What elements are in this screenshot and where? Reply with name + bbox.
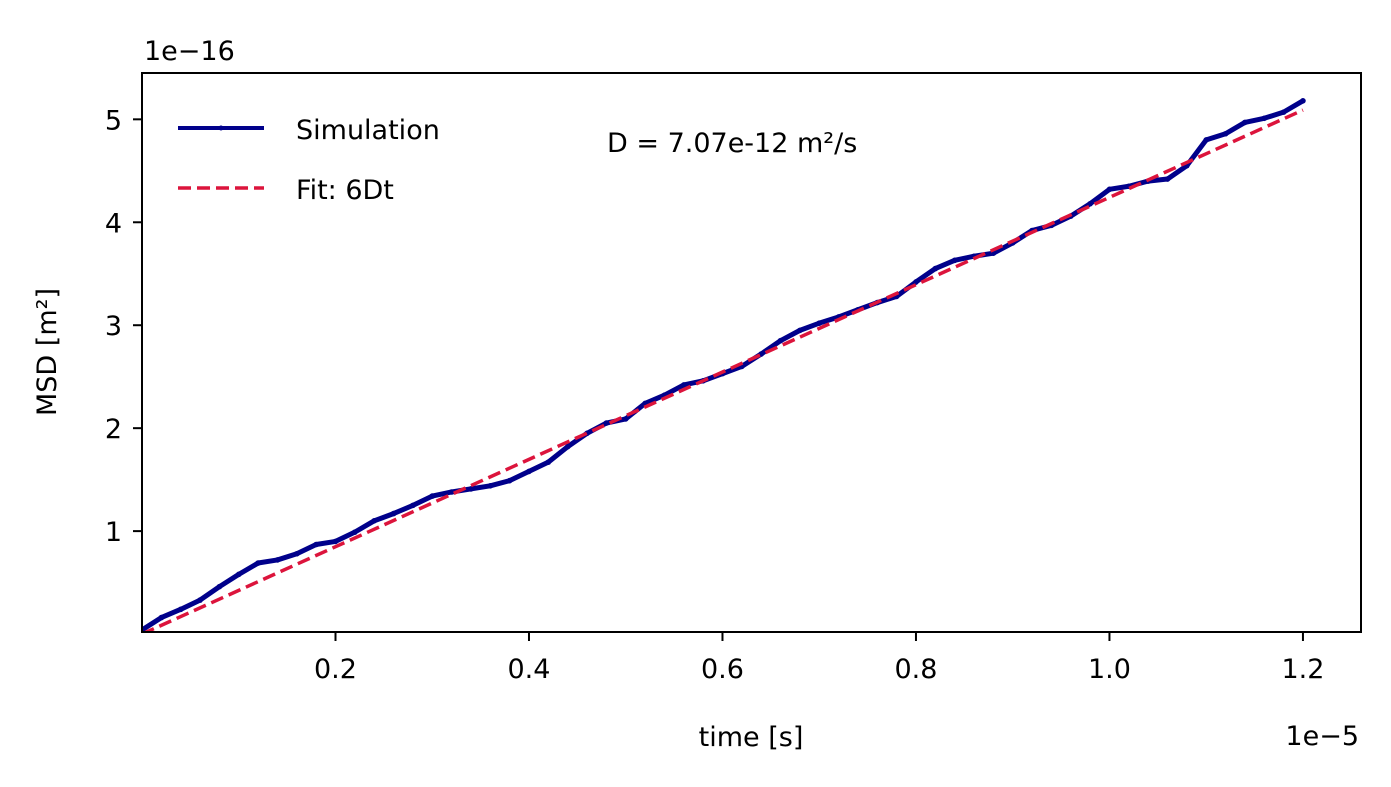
simulation-point xyxy=(352,529,358,535)
axes-frame xyxy=(141,72,1362,633)
x-axis-label: time [s] xyxy=(699,722,804,753)
simulation-point xyxy=(1222,130,1229,137)
x-offset-label: 1e−5 xyxy=(1285,721,1359,752)
simulation-point xyxy=(274,557,281,563)
y-axis-label: MSD [m²] xyxy=(32,288,63,416)
fit-line xyxy=(142,108,1304,632)
simulation-point xyxy=(255,560,261,566)
simulation-point xyxy=(913,279,919,285)
y-tick-label: 4 xyxy=(105,208,122,239)
simulation-point xyxy=(1242,119,1248,126)
simulation-point xyxy=(777,337,784,344)
simulation-point xyxy=(1164,176,1171,182)
diffusion-annotation: D = 7.07e-12 m²/s xyxy=(607,128,857,159)
simulation-point xyxy=(1261,115,1268,122)
simulation-point xyxy=(235,571,242,578)
simulation-point xyxy=(158,614,165,621)
simulation-point xyxy=(1106,186,1113,193)
x-tick-label: 0.2 xyxy=(314,654,357,685)
simulation-point xyxy=(448,489,455,495)
simulation-point xyxy=(1280,109,1287,115)
simulation-point xyxy=(797,327,803,334)
y-offset-label: 1e−16 xyxy=(144,36,235,67)
simulation-point xyxy=(487,483,494,489)
simulation-point xyxy=(216,583,223,590)
simulation-point xyxy=(468,486,474,492)
x-tick-label: 1.0 xyxy=(1088,654,1131,685)
x-tick-label: 1.2 xyxy=(1281,654,1324,685)
simulation-point xyxy=(545,459,552,465)
simulation-point xyxy=(526,468,532,475)
simulation-point xyxy=(197,597,203,603)
legend: Simulation Fit: 6Dt xyxy=(178,115,440,206)
simulation-point xyxy=(410,502,416,509)
x-axis: 0.2 0.4 0.6 0.8 1.0 1.2 xyxy=(314,632,1324,685)
y-tick-label: 1 xyxy=(105,517,122,548)
simulation-point xyxy=(951,257,958,264)
x-tick-label: 0.6 xyxy=(701,654,744,685)
y-tick-label: 3 xyxy=(105,311,122,342)
simulation-point xyxy=(313,541,319,548)
y-tick-label: 2 xyxy=(105,414,122,445)
simulation-point xyxy=(332,538,339,545)
plot-area xyxy=(142,98,1306,632)
simulation-point xyxy=(564,443,571,450)
simulation-point xyxy=(622,416,629,422)
simulation-point xyxy=(506,477,513,484)
x-tick-label: 0.8 xyxy=(894,654,937,685)
simulation-point xyxy=(293,550,300,557)
simulation-point xyxy=(1203,137,1210,143)
simulation-point xyxy=(390,510,397,517)
simulation-point xyxy=(932,265,939,272)
legend-fit-label: Fit: 6Dt xyxy=(296,175,394,206)
simulation-point xyxy=(1300,98,1306,104)
legend-simulation-marker xyxy=(218,125,224,131)
simulation-point xyxy=(371,518,377,524)
legend-simulation-label: Simulation xyxy=(296,115,440,146)
simulation-point xyxy=(429,493,436,499)
x-tick-label: 0.4 xyxy=(508,654,551,685)
simulation-point xyxy=(1087,200,1093,207)
simulation-point xyxy=(816,320,823,326)
simulation-point xyxy=(680,382,687,388)
y-axis: 1 2 3 4 5 xyxy=(105,105,142,548)
simulation-point xyxy=(177,606,184,613)
simulation-point xyxy=(603,420,610,426)
y-tick-label: 5 xyxy=(105,105,122,136)
